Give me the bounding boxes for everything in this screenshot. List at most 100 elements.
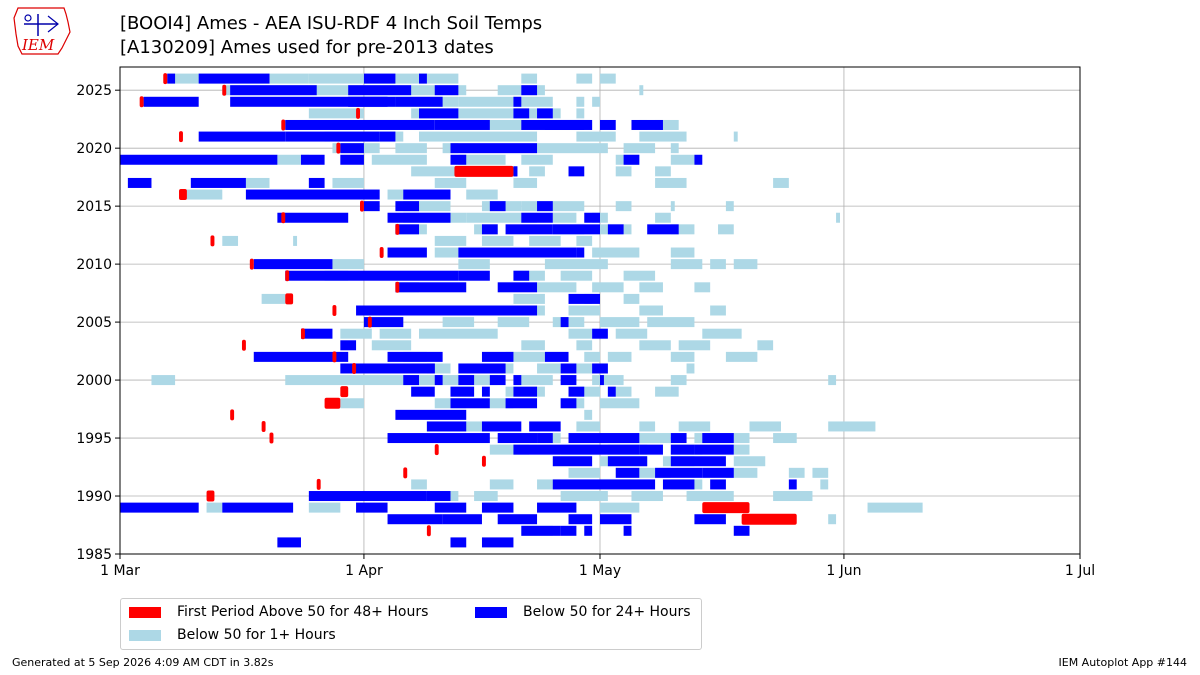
bar-segment xyxy=(505,224,553,235)
bar-segment xyxy=(481,235,514,246)
legend-label: First Period Above 50 for 48+ Hours xyxy=(177,604,429,620)
bar-segment xyxy=(395,96,443,107)
bar-segment xyxy=(387,247,427,258)
bar-segment xyxy=(828,421,876,432)
bar-segment xyxy=(670,259,703,270)
bar-segment xyxy=(513,375,553,386)
chart-title: [BOOI4] Ames - AEA ISU-RDF 4 Inch Soil T… xyxy=(120,13,543,34)
bar-segment xyxy=(694,514,726,525)
bar-segment xyxy=(245,177,270,188)
bar-segment xyxy=(584,409,593,420)
bar-segment xyxy=(395,409,467,420)
bar-segment xyxy=(434,119,490,130)
bar-segment xyxy=(210,235,215,247)
x-axis: 1 Mar 1 Apr 1 May 1 Jun 1 Jul xyxy=(100,554,1095,579)
x-tick-label: 1 May xyxy=(579,563,621,579)
bar-segment xyxy=(419,108,459,119)
bar-segment xyxy=(678,340,711,351)
bar-segment xyxy=(316,478,321,490)
bar-segment xyxy=(489,398,514,409)
bar-segment xyxy=(615,201,632,212)
bar-segment xyxy=(718,224,734,235)
bar-segment xyxy=(537,433,553,444)
bar-segment xyxy=(670,351,695,362)
bar-segment xyxy=(513,177,538,188)
bar-segment xyxy=(639,340,671,351)
bar-segment xyxy=(647,317,695,328)
x-tick-label: 1 Jun xyxy=(826,563,861,579)
bar-segment xyxy=(450,154,467,165)
bar-segment xyxy=(710,305,726,316)
bar-segment xyxy=(340,386,349,398)
bar-segment xyxy=(623,143,656,154)
bar-segment xyxy=(426,491,451,502)
bar-segment xyxy=(529,421,561,432)
bar-segment xyxy=(340,154,364,165)
bar-segment xyxy=(647,224,679,235)
bar-segment xyxy=(623,270,656,281)
bar-segment xyxy=(607,386,616,397)
logo-text: IEM xyxy=(21,36,55,54)
bar-segment xyxy=(497,282,538,293)
bar-segment xyxy=(230,96,396,107)
bar-segment xyxy=(639,282,663,293)
bar-segment xyxy=(481,502,514,513)
bar-segment xyxy=(521,85,538,96)
bar-segment xyxy=(576,421,600,432)
bar-segment xyxy=(670,247,695,258)
bar-segment xyxy=(828,375,837,386)
bar-segment xyxy=(481,421,522,432)
bar-segment xyxy=(521,340,545,351)
bar-segment xyxy=(639,467,671,478)
bar-segment xyxy=(249,258,254,270)
bar-segment xyxy=(600,317,640,328)
bar-segment xyxy=(458,270,490,281)
bar-segment xyxy=(670,154,695,165)
bar-segment xyxy=(387,514,443,525)
bar-segment xyxy=(788,479,797,490)
bar-segment xyxy=(560,525,577,536)
bar-segment xyxy=(143,96,199,107)
bar-segment xyxy=(560,270,593,281)
bar-segment xyxy=(387,351,443,362)
bar-segment xyxy=(568,305,600,316)
bar-segment xyxy=(694,282,711,293)
bar-segment xyxy=(395,224,420,235)
bar-segment xyxy=(466,189,498,200)
bar-segment xyxy=(576,108,585,119)
bar-segment xyxy=(163,73,168,85)
bar-segment xyxy=(182,189,223,200)
bar-segment xyxy=(403,201,451,212)
bar-segment xyxy=(348,96,388,107)
bar-segment xyxy=(120,154,278,165)
bar-segment xyxy=(332,305,337,316)
bar-segment xyxy=(631,491,663,502)
bar-segment xyxy=(411,386,435,397)
bar-segment xyxy=(552,479,656,490)
bar-segment xyxy=(434,502,467,513)
bar-segment xyxy=(592,363,608,374)
bar-segment xyxy=(513,108,530,119)
bar-segment xyxy=(560,491,608,502)
bar-segment xyxy=(253,259,333,270)
bar-segment xyxy=(521,212,553,223)
bar-segment xyxy=(395,281,400,293)
bar-segment xyxy=(686,491,734,502)
series-first-above-50-48h xyxy=(139,73,797,537)
bar-segment xyxy=(363,317,404,328)
bar-segment xyxy=(600,502,640,513)
bar-segment xyxy=(655,166,671,177)
bar-segment xyxy=(481,224,498,235)
legend-swatch-blue xyxy=(475,607,507,618)
bar-segment xyxy=(497,514,538,525)
bar-segment xyxy=(537,479,561,490)
bar-segment xyxy=(670,433,687,444)
bar-segment xyxy=(497,433,538,444)
y-tick-label: 1985 xyxy=(76,547,112,563)
bar-segment xyxy=(190,177,246,188)
bar-segment xyxy=(481,386,490,397)
bar-segment xyxy=(269,432,274,444)
bar-segment xyxy=(773,433,797,444)
bar-segment xyxy=(686,363,695,374)
bar-segment xyxy=(285,293,294,305)
